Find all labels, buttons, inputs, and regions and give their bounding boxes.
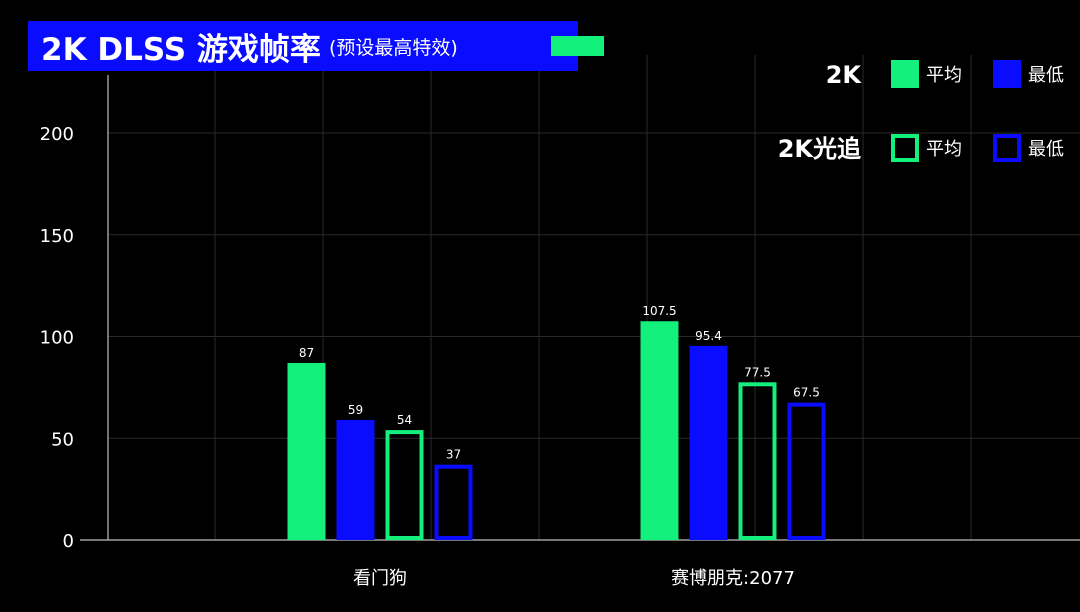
- bar: [287, 362, 326, 540]
- y-tick-label: 100: [40, 328, 74, 349]
- bar: [689, 345, 728, 540]
- legend-swatch: [891, 134, 919, 162]
- chart-subtitle: (预设最高特效): [328, 36, 458, 59]
- legend-swatch: [993, 60, 1021, 88]
- legend-swatch: [993, 134, 1021, 162]
- bar: [738, 382, 777, 540]
- bar: [787, 402, 826, 541]
- legend-group-label: 2K: [826, 61, 863, 89]
- title-accent-bar: [551, 36, 604, 56]
- data-label: 87: [299, 346, 314, 360]
- chart-title: 2K DLSS 游戏帧率: [41, 31, 321, 68]
- data-label: 77.5: [744, 365, 771, 379]
- data-label: 54: [397, 413, 412, 427]
- legend-group-label: 2K光追: [778, 135, 862, 163]
- chart-title-box: 2K DLSS 游戏帧率 (预设最高特效): [28, 21, 578, 71]
- y-tick-label: 0: [63, 531, 74, 552]
- data-label: 95.4: [695, 329, 722, 343]
- legend-item-label: 最低: [1028, 139, 1064, 160]
- y-tick-label: 200: [40, 124, 74, 145]
- data-label: 67.5: [793, 386, 820, 400]
- legend-swatch: [891, 60, 919, 88]
- bar: [336, 419, 375, 540]
- data-label: 59: [348, 403, 363, 417]
- bar: [385, 430, 424, 540]
- bar: [434, 464, 473, 540]
- legend-item-label: 最低: [1028, 65, 1064, 86]
- y-tick-label: 50: [51, 429, 74, 450]
- data-label: 37: [446, 448, 461, 462]
- legend-item-label: 平均: [926, 65, 962, 86]
- bar: [640, 321, 679, 540]
- legend-item-label: 平均: [926, 139, 962, 160]
- y-tick-label: 150: [40, 226, 74, 247]
- x-category-label: 看门狗: [353, 568, 407, 589]
- x-category-label: 赛博朋克:2077: [671, 568, 795, 589]
- data-label: 107.5: [642, 304, 676, 318]
